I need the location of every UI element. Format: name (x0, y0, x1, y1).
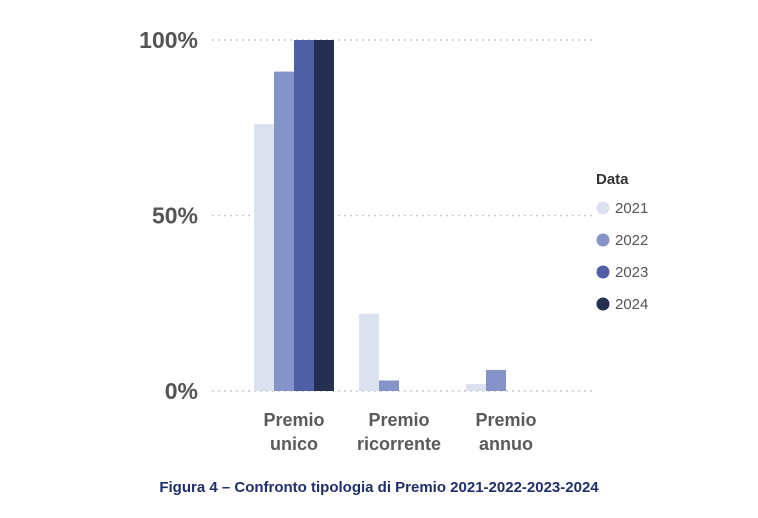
figure-caption: Figura 4 – Confronto tipologia di Premio… (159, 479, 599, 496)
bar (314, 40, 334, 391)
bar (486, 369, 506, 391)
legend-label: 2021 (615, 200, 648, 217)
legend-title: Data (596, 171, 629, 188)
bar (359, 313, 379, 391)
legend-marker (596, 297, 610, 311)
legend-label: 2024 (615, 296, 648, 313)
bar (466, 383, 486, 391)
bar (379, 380, 399, 391)
x-tick-label: Premio ricorrente (357, 410, 441, 454)
legend-marker (596, 233, 610, 247)
y-tick-label: 50% (152, 203, 198, 229)
bar (294, 40, 314, 391)
bar (254, 124, 274, 392)
y-tick-label: 100% (139, 27, 198, 53)
legend-marker (596, 265, 610, 279)
bar (274, 71, 294, 391)
y-tick-label: 0% (165, 378, 198, 404)
x-tick-label: Premio unico (263, 410, 324, 454)
legend-label: 2022 (615, 232, 648, 249)
x-tick-label: Premio annuo (475, 410, 536, 454)
legend-marker (596, 201, 610, 215)
bar-chart: 0% 50% 100% Premio unico Premio ricorrente Prem… (139, 27, 648, 454)
legend-label: 2023 (615, 264, 648, 281)
